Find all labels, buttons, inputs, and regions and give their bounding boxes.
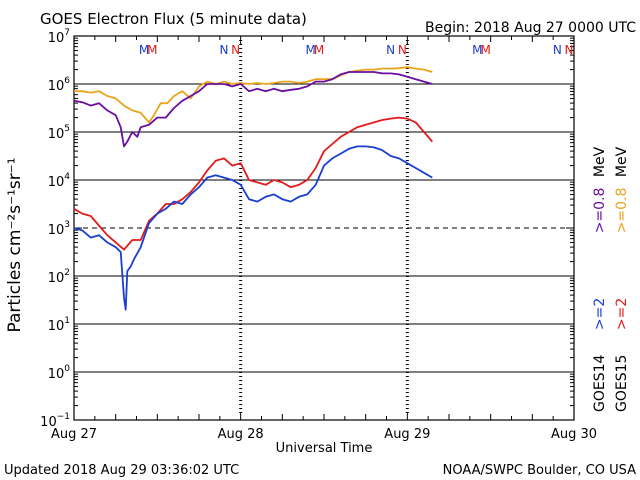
y-tick-label: 103 <box>48 220 70 238</box>
updated-timestamp: Updated 2018 Aug 29 03:36:02 UTC <box>4 463 239 478</box>
legend-goes14-name: GOES14 <box>592 354 608 412</box>
grid <box>74 83 574 373</box>
y-tick-base: 10 <box>40 415 57 430</box>
y-tick-base: 10 <box>48 127 65 142</box>
eclipse-marker-label: M <box>314 43 324 57</box>
y-tick-base: 10 <box>48 271 65 286</box>
chart-title: GOES Electron Flux (5 minute data) <box>40 10 307 28</box>
series-line <box>73 116 433 251</box>
y-tick-exponent: 5 <box>64 124 70 134</box>
eclipse-marker-label: M <box>305 43 315 57</box>
y-tick-exponent: −1 <box>57 412 70 422</box>
y-tick-base: 10 <box>48 175 65 190</box>
y-tick-label: 107 <box>48 28 70 46</box>
legend-goes15-2mev: >=2 <box>614 298 630 330</box>
y-tick-label: 100 <box>48 364 71 382</box>
y-tick-exponent: 7 <box>64 28 70 38</box>
day-boundary-markers <box>239 40 409 416</box>
legend-goes15-08mev: >=0.8 <box>614 188 630 234</box>
y-tick-base: 10 <box>48 367 65 382</box>
eclipse-markers: MM N N MM N N MM N N <box>139 43 574 57</box>
eclipse-marker-label: N <box>386 43 395 57</box>
eclipse-marker-label: N <box>553 43 562 57</box>
y-tick-label: 104 <box>48 172 71 190</box>
eclipse-marker-label: M <box>139 43 149 57</box>
x-tick-label: Aug 30 <box>551 427 597 442</box>
y-tick-exponent: 6 <box>64 76 70 86</box>
y-tick-label: 10−1 <box>40 412 70 430</box>
x-axis-label: Universal Time <box>276 441 373 456</box>
eclipse-marker-label: M <box>472 43 482 57</box>
x-tick-label: Aug 28 <box>218 427 264 442</box>
legend-goes14-2mev: >=2 <box>592 298 608 330</box>
x-tick-labels: Aug 27 Aug 28 Aug 29 Aug 30 <box>51 427 597 442</box>
y-tick-exponent: 1 <box>64 316 70 326</box>
y-tick-base: 10 <box>48 223 65 238</box>
y-tick-exponent: 4 <box>64 172 70 182</box>
x-tick-label: Aug 27 <box>51 427 97 442</box>
legend-goes15-name: GOES15 <box>614 355 630 412</box>
eclipse-marker-label: N <box>565 43 574 57</box>
legend: GOES14 >=2 >=0.8 MeV GOES15 >=2 >=0.8 Me… <box>592 146 630 412</box>
y-tick-base: 10 <box>48 79 65 94</box>
legend-goes15-unit: MeV <box>614 146 630 177</box>
eclipse-marker-label: N <box>220 43 229 57</box>
series-line <box>74 66 433 124</box>
legend-goes15: GOES15 >=2 >=0.8 MeV <box>614 146 630 412</box>
y-tick-label: 101 <box>48 316 70 334</box>
eclipse-marker-label: N <box>398 43 407 57</box>
y-tick-label: 102 <box>48 268 70 286</box>
begin-label: Begin: 2018 Aug 27 0000 UTC <box>425 20 636 36</box>
y-tick-base: 10 <box>48 31 65 46</box>
eclipse-marker-label: M <box>147 43 157 57</box>
legend-goes14-08mev: >=0.8 <box>592 188 608 234</box>
y-tick-exponent: 3 <box>64 220 70 230</box>
y-tick-base: 10 <box>48 319 65 334</box>
y-tick-exponent: 2 <box>64 268 70 278</box>
legend-goes14-unit: MeV <box>592 146 608 177</box>
eclipse-marker-label: N <box>231 43 240 57</box>
y-tick-exponent: 0 <box>64 364 70 374</box>
legend-goes14: GOES14 >=2 >=0.8 MeV <box>592 146 608 412</box>
series-lines <box>73 66 433 311</box>
series-line <box>73 71 433 148</box>
y-axis-label: Particles cm⁻²s⁻¹sr⁻¹ <box>5 157 25 332</box>
series-line <box>73 145 433 311</box>
eclipse-marker-label: M <box>480 43 490 57</box>
credit: NOAA/SWPC Boulder, CO USA <box>443 463 636 478</box>
y-tick-label: 106 <box>48 76 71 94</box>
x-tick-label: Aug 29 <box>384 427 430 442</box>
y-tick-label: 105 <box>48 124 70 142</box>
minor-ticks <box>73 36 575 421</box>
